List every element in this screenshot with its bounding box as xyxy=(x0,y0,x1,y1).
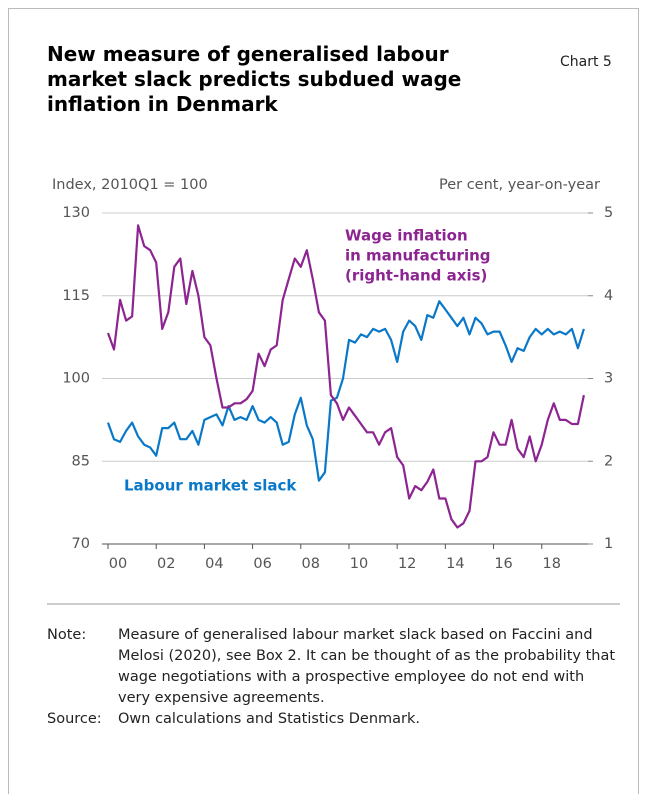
x-tick-label: 12 xyxy=(398,556,416,572)
y2-tick-label: 3 xyxy=(604,371,613,387)
x-tick-label: 04 xyxy=(205,556,223,572)
series-line xyxy=(106,224,585,529)
y2-tick-label: 5 xyxy=(604,205,613,221)
y2-tick-label: 4 xyxy=(604,288,613,304)
notes: Note: Measure of generalised labour marke… xyxy=(47,625,627,730)
x-tick-label: 08 xyxy=(302,556,320,572)
x-tick-label: 10 xyxy=(350,556,368,572)
x-tick-label: 14 xyxy=(446,556,464,572)
x-tick-label: 06 xyxy=(253,556,271,572)
y2-tick-label: 2 xyxy=(604,453,613,469)
series-label: (right-hand axis) xyxy=(345,267,487,285)
y2-axis-label: Per cent, year-on-year xyxy=(439,177,600,193)
y-tick-label: 70 xyxy=(72,536,90,552)
y-axis-label: Index, 2010Q1 = 100 xyxy=(52,177,208,193)
chart-number: Chart 5 xyxy=(560,54,612,70)
x-tick-label: 00 xyxy=(109,556,127,572)
series-label: Labour market slack xyxy=(124,477,297,495)
y-tick-label: 85 xyxy=(72,453,90,469)
series-line xyxy=(106,300,585,482)
y-tick-label: 130 xyxy=(62,205,90,221)
series-label: Wage inflation xyxy=(345,227,468,245)
source-row: Source: Own calculations and Statistics D… xyxy=(47,709,627,730)
x-tick-label: 16 xyxy=(494,556,512,572)
x-tick-label: 18 xyxy=(543,556,561,572)
series-label: in manufacturing xyxy=(345,247,491,265)
note-text: Measure of generalised labour market sla… xyxy=(118,627,616,706)
note-label: Note: xyxy=(47,627,87,643)
y-tick-label: 115 xyxy=(62,288,90,304)
y2-tick-label: 1 xyxy=(604,536,613,552)
chart-title: New measure of generalised labour market… xyxy=(47,42,462,116)
y-tick-label: 100 xyxy=(62,371,90,387)
note-row: Note: Measure of generalised labour marke… xyxy=(47,625,627,709)
source-label: Source: xyxy=(47,711,102,727)
x-tick-label: 02 xyxy=(157,556,175,572)
frame xyxy=(8,8,639,794)
source-text: Own calculations and Statistics Denmark. xyxy=(118,711,421,727)
